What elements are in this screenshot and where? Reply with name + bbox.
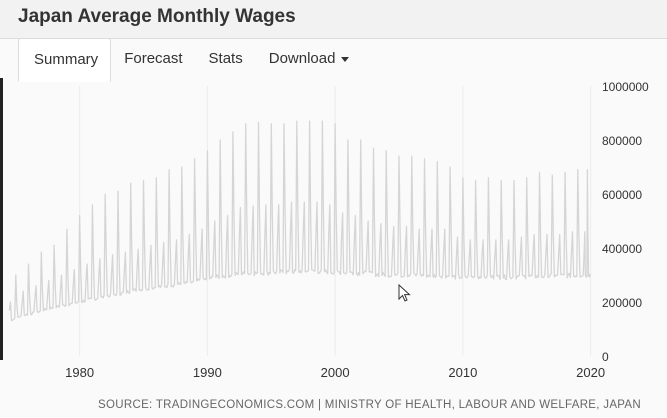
tab-forecast-label: Forecast bbox=[124, 50, 183, 67]
y-tick-labels: 0 200000 400000 600000 800000 1000000 bbox=[602, 80, 649, 364]
caret-down-icon bbox=[341, 56, 350, 62]
x-tick-label: 2000 bbox=[321, 365, 350, 380]
tab-download[interactable]: Download bbox=[256, 38, 363, 80]
source-note: SOURCE: TRADINGECONOMICS.COM | MINISTRY … bbox=[98, 399, 641, 411]
wage-series-line bbox=[8, 120, 592, 322]
tab-download-label: Download bbox=[268, 50, 336, 67]
x-tick-label: 2010 bbox=[448, 365, 477, 380]
page-title: Japan Average Monthly Wages bbox=[18, 6, 296, 27]
chart-svg: 0 200000 400000 600000 800000 1000000 1980 199… bbox=[8, 80, 649, 380]
tab-summary-label: Summary bbox=[34, 51, 99, 68]
left-edge-bar bbox=[0, 78, 3, 360]
wages-chart[interactable]: 0 200000 400000 600000 800000 1000000 1980 199… bbox=[0, 80, 667, 390]
tab-stats[interactable]: Stats bbox=[196, 38, 256, 80]
x-tick-label: 1980 bbox=[65, 365, 94, 380]
y-tick-label: 600000 bbox=[602, 188, 642, 202]
y-tick-label: 800000 bbox=[602, 134, 642, 148]
tab-summary[interactable]: Summary bbox=[18, 38, 112, 82]
y-tick-label: 200000 bbox=[602, 296, 642, 310]
tab-bar: Summary Forecast Stats Download bbox=[18, 38, 363, 82]
series-layer bbox=[8, 120, 592, 322]
y-tick-label: 400000 bbox=[602, 242, 642, 256]
x-tick-labels: 1980 1990 2000 2010 2020 bbox=[65, 365, 605, 380]
x-tick-label: 1990 bbox=[193, 365, 222, 380]
header-bar: Japan Average Monthly Wages bbox=[0, 0, 667, 39]
x-tick-label: 2020 bbox=[576, 365, 605, 380]
mouse-pointer-icon bbox=[398, 284, 411, 302]
tab-forecast[interactable]: Forecast bbox=[111, 38, 195, 80]
y-tick-label: 1000000 bbox=[602, 80, 649, 94]
tab-stats-label: Stats bbox=[208, 50, 243, 67]
y-tick-label: 0 bbox=[602, 350, 609, 364]
